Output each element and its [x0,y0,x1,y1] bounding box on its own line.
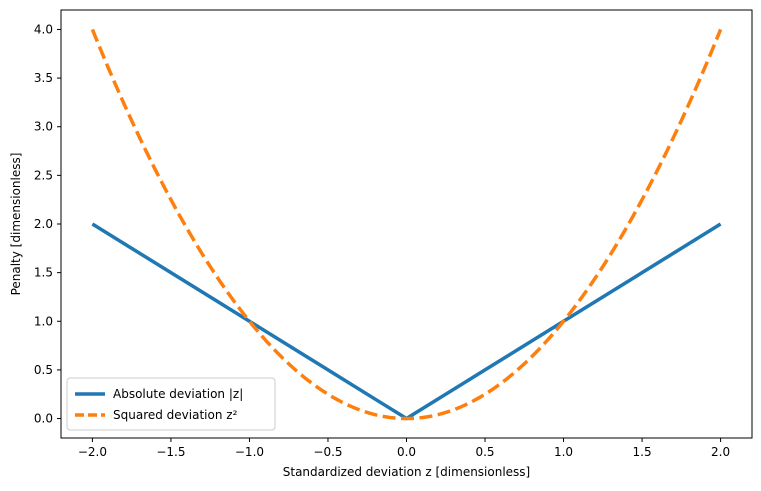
y-tick-label: 1.0 [34,314,53,328]
legend-box [66,377,276,431]
x-tick-label: −1.5 [156,445,185,459]
y-tick-label: 2.5 [34,168,53,182]
x-tick-label: 1.0 [554,445,573,459]
x-tick-label: 0.0 [397,445,416,459]
legend-entry-label: Absolute deviation |z| [113,387,243,401]
x-tick-label: −0.5 [313,445,342,459]
x-axis-ticks: −2.0 −1.5 −1.0 −0.5 0.0 0.5 1.0 1.5 2.0 [78,438,730,459]
x-tick-label: 2.0 [711,445,730,459]
y-axis-ticks: 0.0 0.5 1.0 1.5 2.0 2.5 3.0 3.5 4.0 [34,22,61,426]
x-axis-label: Standardized deviation z [dimensionless] [283,465,531,479]
axes-frame [60,9,753,439]
x-tick-label: 1.5 [633,445,652,459]
y-tick-label: 1.5 [34,266,53,280]
series-line-squared-deviation [90,28,723,421]
legend: Absolute deviation |z| Squared deviation … [66,377,276,431]
x-tick-label: 0.5 [475,445,494,459]
y-tick-label: 3.0 [34,120,53,134]
y-tick-label: 0.0 [34,412,53,426]
y-axis-label: Penalty [dimensionless] [9,153,23,296]
y-tick-label: 3.5 [34,71,53,85]
x-tick-label: −1.0 [235,445,264,459]
y-tick-label: 0.5 [34,363,53,377]
y-tick-label: 4.0 [34,22,53,36]
x-tick-label: −2.0 [78,445,107,459]
series-layer [90,28,723,421]
legend-entry-label: Squared deviation z² [113,408,238,422]
y-tick-label: 2.0 [34,217,53,231]
